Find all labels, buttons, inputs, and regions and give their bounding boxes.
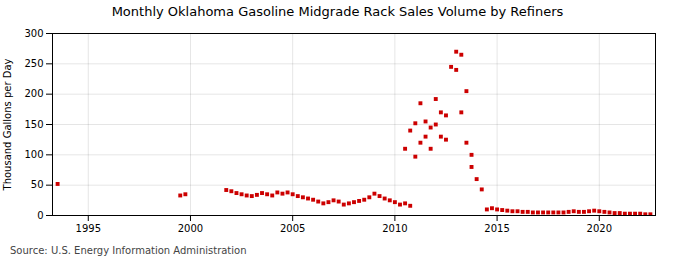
svg-text:100: 100 xyxy=(24,149,43,160)
svg-text:50: 50 xyxy=(31,179,44,190)
svg-text:300: 300 xyxy=(24,28,43,39)
svg-text:Thousand Gallons per Day: Thousand Gallons per Day xyxy=(2,58,13,191)
svg-text:2000: 2000 xyxy=(178,223,203,234)
html-text:Monthly Oklahoma Gasoline Midg: Monthly Oklahoma Gasoline Midgrade Rack … xyxy=(111,4,564,19)
svg-text:1995: 1995 xyxy=(76,223,101,234)
svg-text:2010: 2010 xyxy=(382,223,407,234)
html-text:Source: U.S. Energy Informatio: Source: U.S. Energy Information Administ… xyxy=(10,245,247,256)
svg-text:150: 150 xyxy=(24,119,43,130)
svg-text:250: 250 xyxy=(24,58,43,69)
svg-text:2015: 2015 xyxy=(484,223,509,234)
svg-text:2020: 2020 xyxy=(587,223,612,234)
svg-text:0: 0 xyxy=(37,210,43,221)
svg-text:200: 200 xyxy=(24,88,43,99)
svg-text:2005: 2005 xyxy=(280,223,305,234)
